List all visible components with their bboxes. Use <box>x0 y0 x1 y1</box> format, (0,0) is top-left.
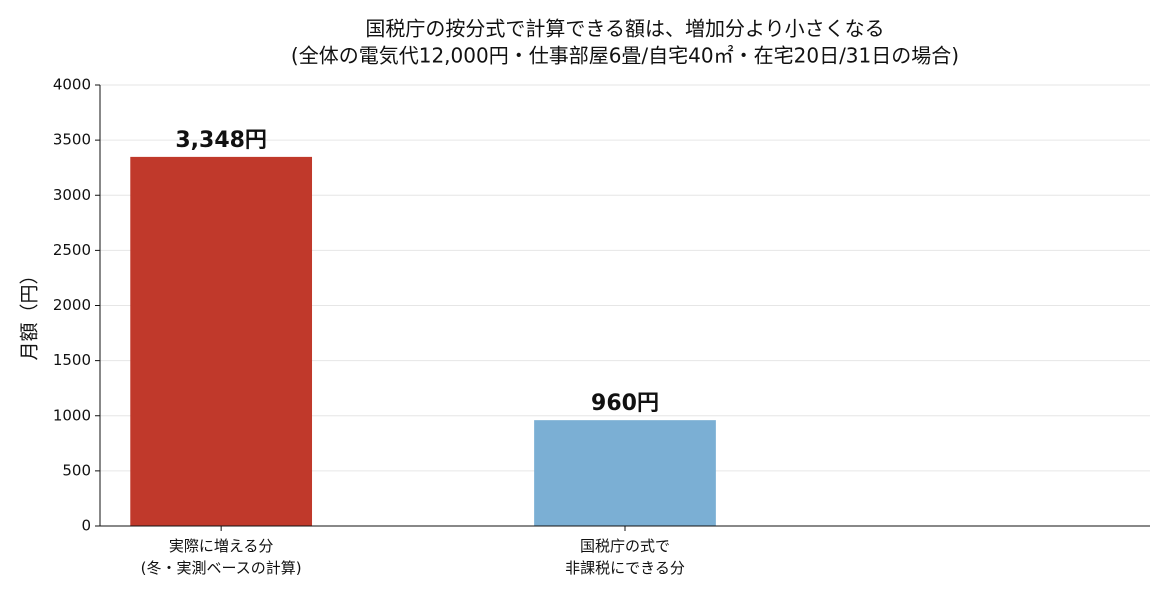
x-tick-label: 国税庁の式で非課税にできる分 <box>565 537 685 577</box>
y-tick-label: 500 <box>62 461 91 479</box>
y-tick-label: 0 <box>81 517 91 535</box>
bar <box>130 156 313 526</box>
y-tick-label: 1000 <box>53 406 91 424</box>
y-tick-label: 2000 <box>53 296 91 314</box>
x-tick-label-line: 非課税にできる分 <box>565 559 685 577</box>
value-label: 960円 <box>591 391 659 416</box>
chart-subtitle: (全体の電気代12,000円・仕事部屋6畳/自宅40㎡・在宅20日/31日の場合… <box>291 44 959 68</box>
y-tick-label: 1500 <box>53 351 91 369</box>
x-tick-label-line: (冬・実測ベースの計算) <box>141 559 302 577</box>
chart-title: 国税庁の按分式で計算できる額は、増加分より小さくなる <box>365 17 884 41</box>
x-tick-label-line: 実際に増える分 <box>169 537 274 555</box>
y-tick-label: 3000 <box>53 186 91 204</box>
y-tick-label: 2500 <box>53 241 91 259</box>
y-axis-label: 月額（円） <box>19 265 41 360</box>
y-tick-label: 3500 <box>53 131 91 149</box>
value-label: 3,348円 <box>175 128 267 153</box>
y-tick-label: 4000 <box>53 76 91 94</box>
bar <box>534 420 716 526</box>
x-tick-label: 実際に増える分 (冬・実測ベースの計算) <box>141 537 302 577</box>
x-tick-label-line: 国税庁の式で <box>580 537 670 555</box>
